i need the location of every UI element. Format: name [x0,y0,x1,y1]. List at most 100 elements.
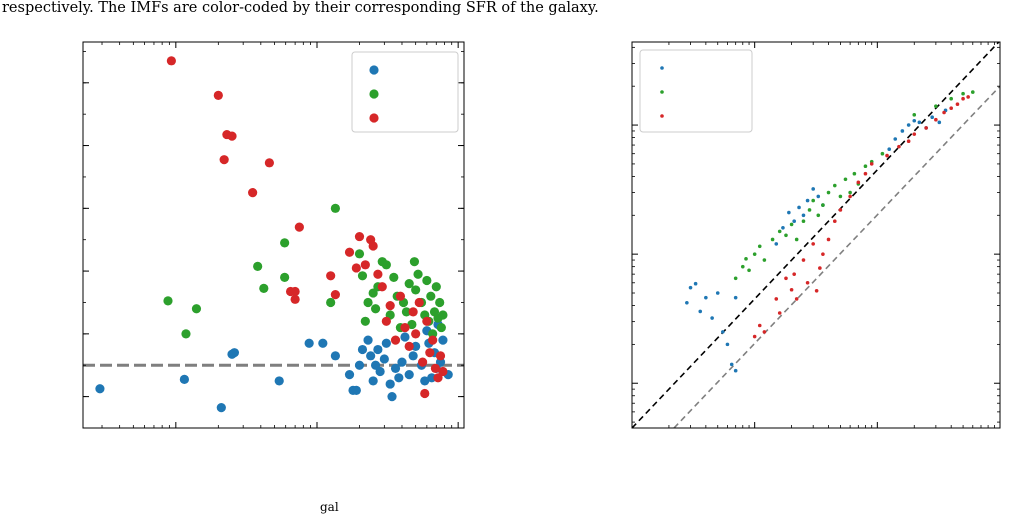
data-point-rnd [179,374,189,384]
data-point-rnd [390,363,401,373]
reference-lines [632,42,1000,428]
data-point-sdt [213,90,223,100]
data-point-ngb [354,249,365,259]
data-point-sdt [373,269,383,279]
data-point-sdt [897,144,901,149]
data-point-ngb [163,296,173,306]
data-point-sdt [863,171,868,176]
data-point-rnd [363,335,373,345]
data-point-ngb [253,261,263,271]
data-point-sdt [792,272,796,276]
data-point-ngb [843,177,848,182]
data-point-ngb [744,257,748,261]
data-point-sdt [425,348,435,358]
data-point-rnd [404,370,414,380]
data-point-sdt [395,291,406,301]
data-point-ngb [863,164,868,169]
data-point-ngb [807,208,812,212]
data-point-sdt [248,188,258,198]
data-point-ngb [811,198,815,203]
data-point-sdt [832,219,837,223]
data-point-rnd [917,120,922,125]
data-point-ngb [747,268,751,273]
data-point-sdt [227,131,237,141]
data-point-rnd [725,342,730,347]
data-point-rnd [801,213,806,218]
data-point-ngb [949,96,953,101]
data-point-sdt [420,388,430,399]
data-point-rnd [274,376,284,386]
data-point-sdt [789,287,794,292]
data-point-sdt [762,330,767,334]
data-point-rnd [330,351,340,361]
data-point-sdt [885,153,889,158]
data-point-rnd [95,384,105,394]
data-point-rnd [729,362,734,367]
legend-marker-ngb [369,89,379,99]
data-point-ngb [426,291,436,301]
data-point-rnd [710,316,714,320]
data-point-rnd [887,147,892,152]
data-point-sdt [344,247,355,257]
data-point-rnd [912,118,917,123]
data-point-rnd [379,354,389,364]
data-point-rnd [394,373,404,383]
data-point-rnd [721,330,725,334]
plot-frame [631,41,1001,429]
data-point-ngb [848,190,852,195]
data-point-sdt [961,96,965,101]
data-point-sdt [294,222,304,232]
data-point-ngb [794,237,799,242]
mw-reference-line [673,85,1000,428]
data-point-rnd [930,115,934,120]
data-point-rnd [893,137,898,141]
data-point-rnd [216,403,226,413]
data-point-sdt [818,266,822,270]
data-point-ngb [422,275,432,286]
data-point-sdt [433,373,443,383]
data-point-ngb [368,288,378,298]
data-point-rnd [420,376,430,386]
data-point-ngb [401,307,412,317]
data-point-ngb [801,219,806,223]
data-point-ngb [280,272,290,282]
data-point-sdt [774,297,779,301]
data-point-rnd [811,187,815,191]
data-point-sdt [942,110,946,115]
data-point-ngb [757,244,762,249]
data-point-rnd [733,368,738,373]
legend-box [351,51,459,133]
data-point-sdt [166,56,176,66]
data-point-sdt [351,263,361,273]
data-point-sdt [326,271,336,281]
data-point-ngb [357,271,368,281]
data-point-ngb [752,252,757,256]
data-point-rnd [408,351,418,361]
data-point-rnd [373,344,383,355]
data-point-rnd [781,225,785,230]
data-point-sdt [794,297,799,301]
data-point-sdt [404,341,414,352]
data-point-sdt [354,231,365,242]
data-point-ngb [404,279,414,289]
legend-marker-rnd [660,66,664,70]
data-point-sdt [264,158,274,168]
data-point-ngb [961,91,965,96]
data-point-sdt [801,258,806,262]
data-point-ngb [762,258,767,262]
data-point-sdt [381,316,391,326]
data-point-rnd [715,291,720,295]
data-point-sdt [906,139,911,143]
data-point-sdt [949,106,953,111]
data-point-rnd [733,295,738,300]
data-point-sdt [360,260,370,270]
plot-frame [82,41,465,429]
data-point-rnd [366,351,376,361]
data-point-sdt [390,335,401,345]
smc-reference-line [632,42,1000,428]
data-point-sdt [418,357,428,367]
data-point-rnd [229,348,240,358]
data-point-ngb [259,283,269,293]
data-point-rnd [357,344,368,355]
data-point-rnd [792,219,796,223]
